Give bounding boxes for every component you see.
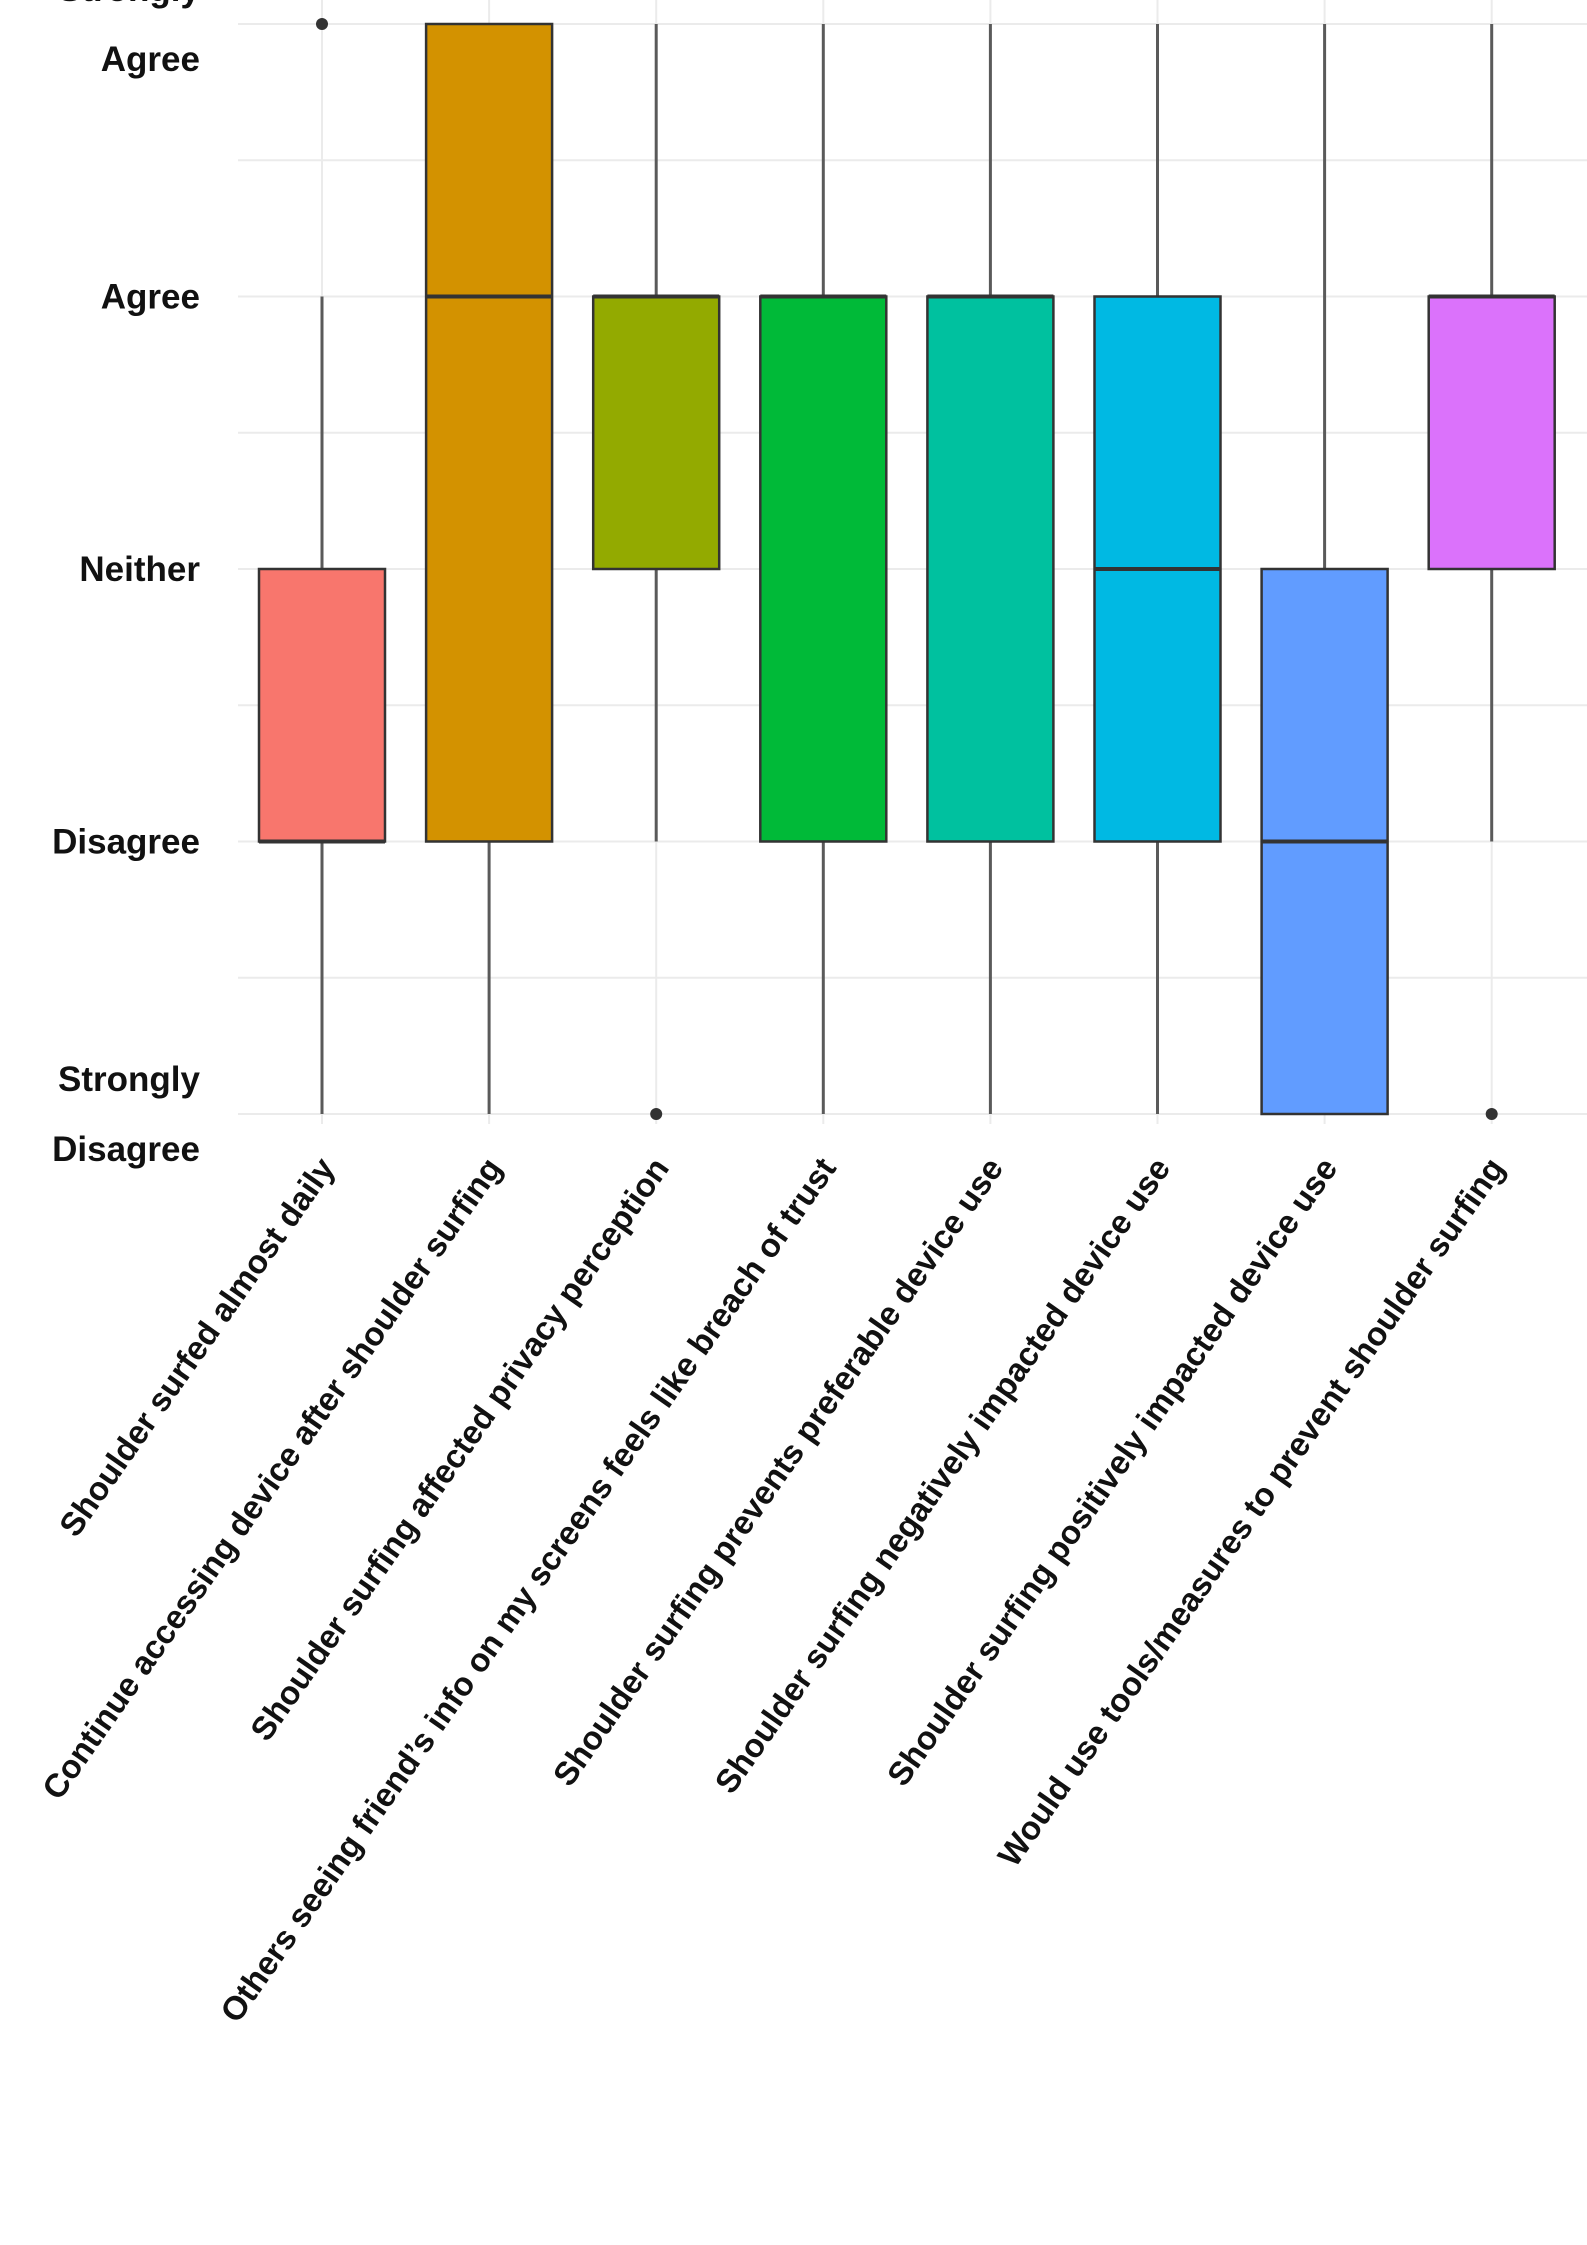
outlier-point — [316, 18, 328, 30]
whisker-layer — [320, 24, 1494, 1114]
y-tick-label: Agree — [101, 278, 200, 317]
y-tick-label: Strongly — [58, 0, 200, 9]
outlier-point — [650, 1108, 663, 1120]
outlier-point — [1485, 1108, 1498, 1120]
box — [424, 22, 554, 843]
box — [926, 295, 1055, 843]
y-tick-label: Disagree — [52, 823, 200, 862]
box — [1427, 295, 1556, 571]
y-axis-labels: Strongly Agree Agree Neither Disagree Strongl… — [52, 0, 200, 1169]
box — [591, 295, 721, 571]
y-tick-label: Agree — [101, 40, 200, 79]
y-tick-label: Strongly — [58, 1060, 200, 1099]
box — [257, 567, 387, 843]
x-tick-label: Others seeing friend’s info on my screen… — [213, 1151, 843, 2029]
box-layer — [257, 22, 1556, 1116]
box — [759, 295, 888, 843]
outlier-layer — [316, 18, 1498, 1120]
y-tick-label: Neither — [79, 550, 200, 589]
y-tick-label: Disagree — [52, 1130, 200, 1169]
x-tick-label: Shoulder surfed almost daily — [52, 1150, 342, 1543]
